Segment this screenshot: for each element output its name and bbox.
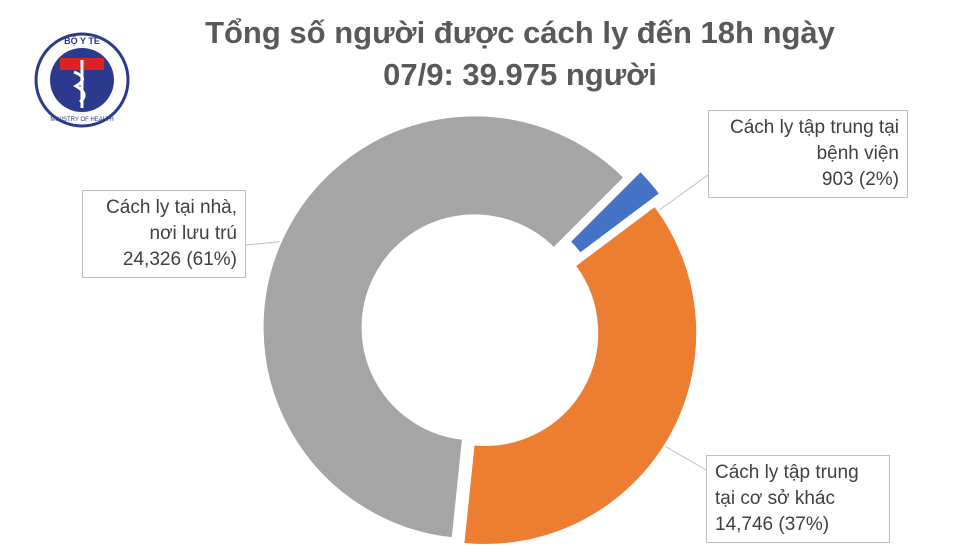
value-label: 24,326 (61%) [122,249,237,270]
logo-bottom: MINISTRY OF HEALTH [50,117,113,123]
slice [261,114,626,540]
value-label: 903 (2%) [821,169,899,190]
category-label: Cách ly tập trung tại bệnh viện [730,117,899,164]
value-label: 14,746 (37%) [715,514,830,535]
logo: BỘ Y TẾ MINISTRY OF HEALTH [34,32,130,128]
slice [568,169,662,256]
logo-top: BỘ Y TẾ [64,35,100,46]
label-box: Cách ly tại nhà, nơi lưu trú 24,326 (61%… [82,190,246,278]
label-box: Cách ly tập trung tại cơ sở khác 14,746 … [706,455,890,543]
category-label: Cách ly tập trung tại cơ sở khác [715,462,859,509]
category-label: Cách ly tại nhà, nơi lưu trú [106,197,237,244]
slice [462,204,699,546]
logo-snake [72,70,86,104]
label-box: Cách ly tập trung tại bệnh viện 903 (2%) [708,110,908,198]
chart-title: Tổng số người được cách ly đến 18h ngày … [205,15,835,92]
